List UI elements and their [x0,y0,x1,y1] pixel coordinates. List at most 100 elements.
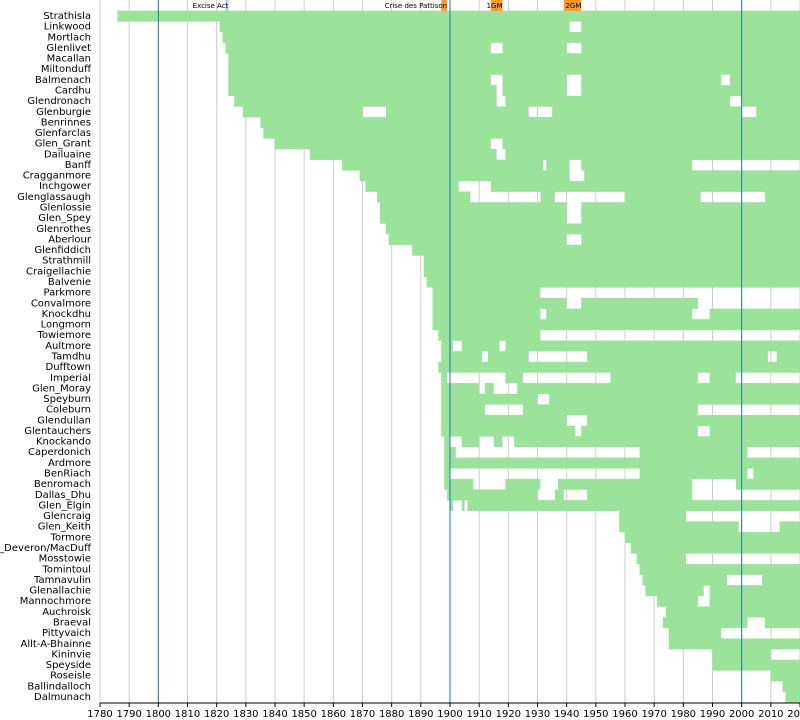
period-bar [555,489,564,501]
x-tick-label: 1970 [641,709,666,720]
event-bar [225,0,229,11]
period-bar [505,372,523,384]
x-tick-label: 1940 [554,709,579,720]
row-label: Auchroisk [42,607,91,618]
event-label: Excise Act [193,2,229,10]
x-tick-label: 1830 [233,709,258,720]
row-label: Glendronach [27,96,91,107]
row-label: Aultmore [45,341,91,352]
x-tick-label: 2000 [729,709,754,720]
period-bar [639,563,800,575]
row-label: Glen_Spey [38,213,91,224]
row-label: Glenfiddich [34,245,91,256]
row-label: Glenglassaugh [17,192,91,203]
period-bar [493,436,503,448]
period-bar [546,308,693,320]
period-bar [485,383,494,395]
row-label: Speyburn [43,394,91,405]
period-bar [450,500,453,512]
period-bar [490,180,800,192]
period-bar [730,74,800,86]
x-tick-label: 1900 [437,709,462,720]
period-bar [639,446,748,458]
period-bar [228,53,800,65]
row-label: Glentauchers [24,426,91,437]
x-tick-label: 2010 [758,709,783,720]
row-label: Glen_Deveron/MacDuff [0,543,92,554]
row-label: Balmenach [35,75,91,86]
period-bar [756,106,800,118]
bars-layer [117,10,800,703]
period-bar [242,106,363,118]
row-label: Longmorn [41,320,91,331]
x-tick-label: 1980 [671,709,696,720]
period-bar [581,202,800,214]
period-bar [441,404,485,416]
period-bar [228,63,800,75]
period-bar [432,319,800,331]
period-bar [770,670,800,682]
period-bar [117,10,800,22]
period-bar [540,191,555,203]
x-tick-label: 1930 [525,709,550,720]
period-bar [222,31,800,43]
period-bar [260,117,800,129]
period-bar [581,234,800,246]
row-label: Glenburgie [36,107,91,118]
period-bar [432,287,541,299]
x-tick-label: 1920 [496,709,521,720]
period-bar [753,468,800,480]
row-label: Benromach [34,479,91,490]
x-tick-label: 1890 [408,709,433,720]
period-bar [228,74,491,86]
row-label: Dufftown [46,362,91,373]
period-bar [779,521,800,533]
row-label: Ardmore [48,458,91,469]
period-bar [502,42,567,54]
period-bar [587,489,693,501]
event-label: 1GM [487,2,503,10]
period-bar [581,85,800,97]
period-bar [741,95,800,107]
row-label: Roseisle [50,671,91,682]
row-label: Tamdhu [51,351,91,362]
period-bar [557,478,693,490]
period-bar [461,436,480,448]
period-bar [549,393,800,405]
row-label: Imperial [50,373,91,384]
period-bar [581,42,800,54]
period-bar [438,361,800,373]
row-label: Glendullan [37,415,91,426]
period-bar [517,383,800,395]
period-bar [502,85,567,97]
row-label: Coleburn [46,405,91,416]
period-bar [441,372,448,384]
row-label: Benrinnes [41,117,91,128]
period-bar [432,297,567,309]
row-label: Convalmore [31,298,91,309]
period-bar [610,372,698,384]
period-bar [359,170,570,182]
period-bar [385,223,800,235]
row-label: Tormore [50,532,91,543]
row-label: Glenallachie [29,586,91,597]
row-label: Mosstowie [39,554,91,565]
row-label: Strathmill [42,256,91,267]
row-label: Cragganmore [23,171,91,182]
period-bar [444,478,474,490]
event-bar [490,0,503,11]
row-label: Knockando [36,437,91,448]
major-lines-layer [157,0,743,703]
period-bar [441,383,480,395]
period-bar [546,159,570,171]
x-tick-label: 1780 [87,709,112,720]
period-bar [712,659,800,671]
period-bar [219,21,570,33]
period-bar [625,191,701,203]
period-bar [630,542,800,554]
period-bar [444,468,450,480]
row-label: Glen_Grant [35,139,91,150]
period-bar [377,191,471,203]
